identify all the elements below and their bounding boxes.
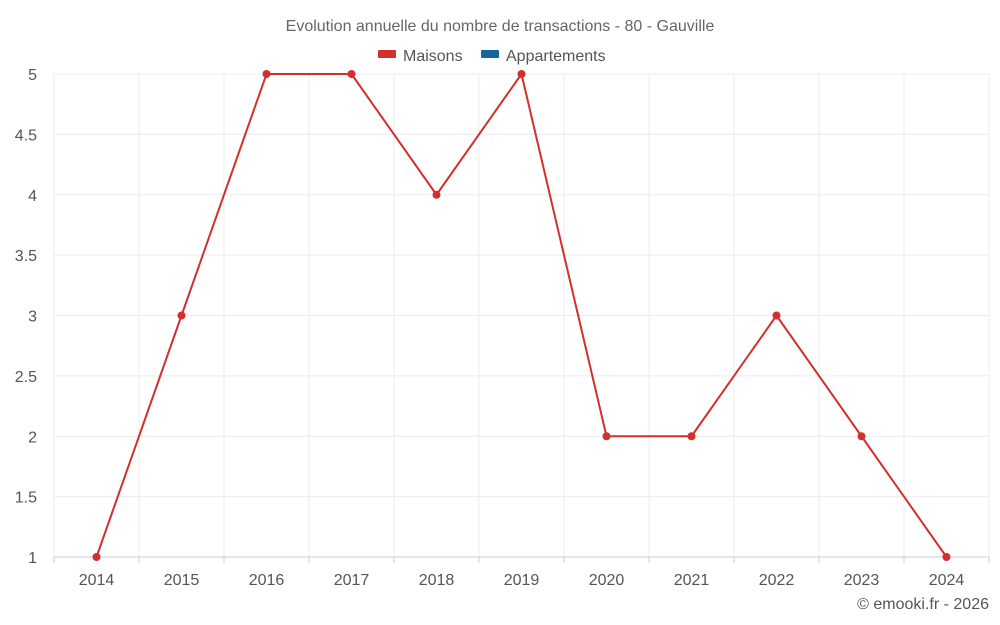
x-tick-label: 2015 (164, 572, 200, 589)
y-tick-label: 4.5 (15, 127, 37, 144)
x-tick-label: 2022 (759, 572, 795, 589)
data-point-maisons[interactable] (177, 311, 186, 320)
y-tick-label: 3 (28, 309, 37, 326)
x-tick-label: 2017 (334, 572, 370, 589)
x-tick-label: 2016 (249, 572, 285, 589)
data-point-maisons[interactable] (942, 553, 951, 561)
x-tick-label: 2023 (844, 572, 880, 589)
legend-label-appartements: Appartements (506, 48, 606, 65)
y-tick-label: 2 (28, 429, 37, 446)
y-tick-label: 5 (28, 67, 37, 84)
chart-title: Evolution annuelle du nombre de transact… (286, 18, 715, 35)
legend-swatch-appartements (481, 50, 499, 58)
x-axis-ticks: 2014 2015 2016 2017 2018 2019 2020 2021 2022 2023… (53, 557, 990, 589)
data-point-maisons[interactable] (857, 432, 866, 441)
y-tick-label: 1.5 (15, 490, 37, 507)
data-point-maisons[interactable] (92, 553, 101, 561)
data-point-maisons[interactable] (602, 432, 611, 441)
legend-label-maisons: Maisons (403, 48, 463, 65)
y-tick-label: 4 (28, 188, 37, 205)
y-tick-label: 1 (28, 550, 37, 567)
legend-swatch-maisons (378, 50, 396, 58)
x-tick-label: 2014 (79, 572, 115, 589)
data-point-maisons[interactable] (772, 311, 781, 320)
x-tick-label: 2018 (419, 572, 455, 589)
x-tick-label: 2021 (674, 572, 710, 589)
source-credit: © emooki.fr - 2026 (857, 596, 989, 613)
gridlines (53, 73, 990, 557)
legend-item-maisons[interactable]: Maisons (378, 48, 463, 65)
data-point-maisons[interactable] (347, 70, 356, 78)
legend-item-appartements[interactable]: Appartements (481, 48, 606, 65)
data-point-maisons[interactable] (517, 70, 526, 78)
data-point-maisons[interactable] (687, 432, 696, 441)
y-axis-ticks: 1 1.5 2 2.5 3 3.5 4 4.5 5 (15, 67, 37, 567)
data-point-maisons[interactable] (432, 190, 441, 199)
y-tick-label: 3.5 (15, 248, 37, 265)
x-tick-label: 2019 (504, 572, 540, 589)
y-tick-label: 2.5 (15, 369, 37, 386)
x-tick-label: 2024 (929, 572, 965, 589)
x-tick-label: 2020 (589, 572, 625, 589)
series-maisons (92, 70, 951, 561)
legend: Maisons Appartements (378, 48, 606, 65)
data-point-maisons[interactable] (262, 70, 271, 78)
